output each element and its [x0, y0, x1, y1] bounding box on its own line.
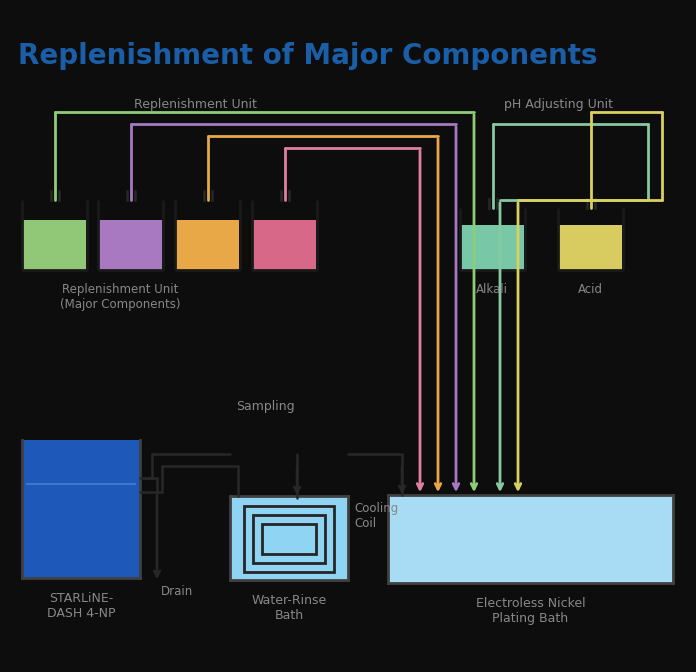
Text: Drain: Drain — [161, 585, 193, 598]
Text: Sampling: Sampling — [236, 400, 294, 413]
Text: Electroless Nickel
Plating Bath: Electroless Nickel Plating Bath — [475, 597, 585, 625]
Bar — [244, 506, 334, 572]
Text: Replenishment Unit
(Major Components): Replenishment Unit (Major Components) — [60, 283, 180, 311]
Text: STARLiNE-
DASH 4-NP: STARLiNE- DASH 4-NP — [47, 592, 116, 620]
Text: pH Adjusting Unit: pH Adjusting Unit — [503, 98, 612, 111]
Bar — [253, 220, 316, 270]
Bar — [23, 220, 86, 270]
Text: Replenishment Unit: Replenishment Unit — [134, 98, 256, 111]
Bar — [176, 220, 239, 270]
Bar — [461, 225, 524, 270]
Text: Alkali: Alkali — [476, 283, 508, 296]
Bar — [253, 515, 325, 563]
Text: Replenishment of Major Components: Replenishment of Major Components — [18, 42, 597, 70]
Bar — [230, 496, 348, 580]
Bar — [99, 220, 162, 270]
Bar — [22, 440, 140, 578]
Text: Acid: Acid — [578, 283, 603, 296]
Text: Water-Rinse
Bath: Water-Rinse Bath — [251, 594, 326, 622]
Bar — [262, 524, 316, 554]
Bar — [388, 495, 673, 583]
Text: Cooling
Coil: Cooling Coil — [354, 502, 398, 530]
Bar — [559, 225, 622, 270]
